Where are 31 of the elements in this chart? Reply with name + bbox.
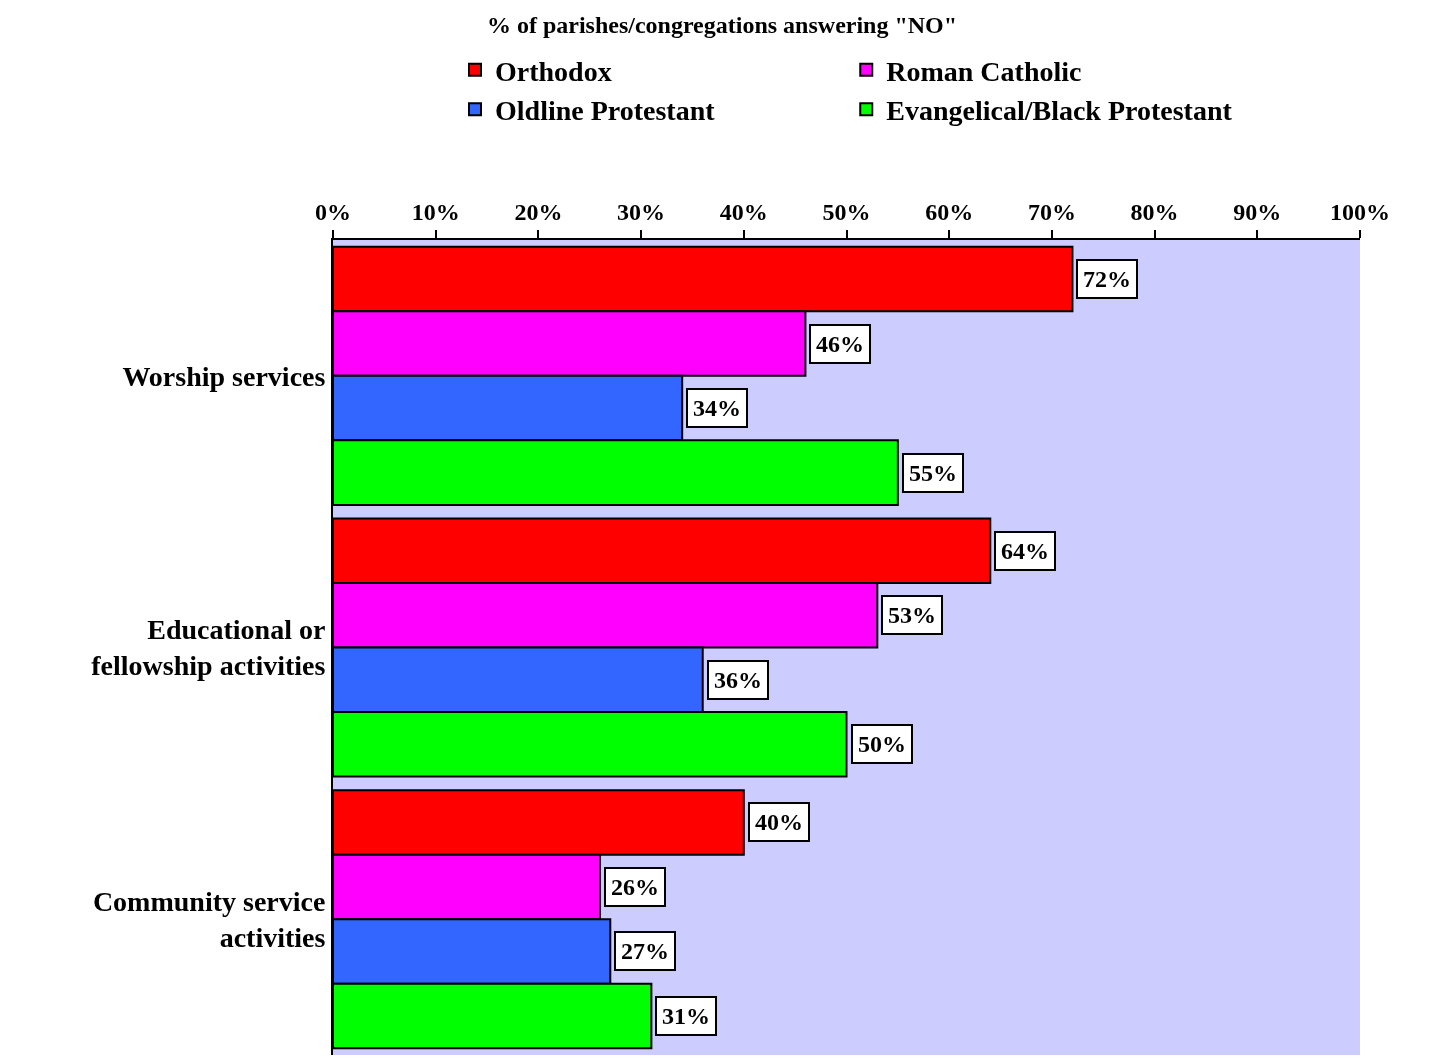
chart-title: % of parishes/congregations answering "NO": [486, 11, 958, 38]
y-tick-label: Community service activities: [92, 885, 326, 954]
data-label: 53%: [888, 602, 936, 628]
data-label: 46%: [816, 331, 864, 357]
x-tick-label: 100%: [1330, 199, 1390, 226]
x-tick-label: 30%: [617, 199, 666, 226]
data-label: 64%: [1001, 538, 1049, 564]
x-tick-label: 50%: [822, 199, 871, 226]
data-label: 55%: [909, 460, 957, 486]
x-tick-label: 10%: [411, 199, 460, 226]
x-tick-label: 0%: [315, 199, 351, 226]
x-tick-label: 80%: [1130, 199, 1179, 226]
data-label: 50%: [858, 731, 906, 757]
y-tick-label: Worship services: [122, 360, 326, 392]
y-tick-label: Educational or fellowship activities: [91, 614, 326, 682]
data-label: 27%: [621, 938, 669, 964]
x-tick-label: 70%: [1027, 199, 1076, 226]
x-tick-label: 40%: [719, 199, 768, 226]
data-label: 34%: [693, 395, 741, 421]
legend-label: Orthodox: [495, 55, 612, 87]
data-label: 72%: [1083, 266, 1131, 292]
x-tick-label: 90%: [1233, 199, 1282, 226]
legend-label: Roman Catholic: [886, 55, 1082, 87]
legend-label: Oldline Protestant: [495, 95, 716, 127]
data-label: 40%: [755, 809, 803, 835]
x-tick-label: 60%: [925, 199, 974, 226]
data-label: 26%: [611, 874, 659, 900]
legend-label: Evangelical/Black Protestant: [886, 95, 1233, 127]
x-tick-label: 20%: [514, 199, 563, 226]
data-label: 31%: [662, 1003, 710, 1029]
data-label: 36%: [714, 667, 762, 693]
